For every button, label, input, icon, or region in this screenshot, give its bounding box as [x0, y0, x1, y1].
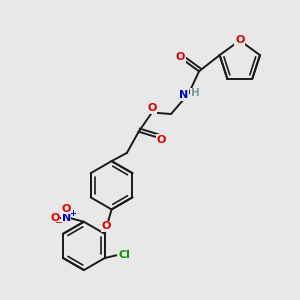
Text: H: H — [191, 88, 200, 98]
Text: O: O — [235, 35, 244, 46]
Text: −: − — [56, 218, 64, 228]
Text: O: O — [61, 204, 71, 214]
Text: N: N — [179, 90, 188, 100]
Text: O: O — [147, 103, 157, 113]
Text: O: O — [157, 135, 166, 145]
Text: O: O — [176, 52, 185, 62]
Text: +: + — [70, 209, 76, 218]
Text: O: O — [51, 213, 60, 223]
Text: O: O — [102, 221, 111, 231]
Text: N: N — [61, 213, 71, 223]
Text: Cl: Cl — [118, 250, 130, 260]
